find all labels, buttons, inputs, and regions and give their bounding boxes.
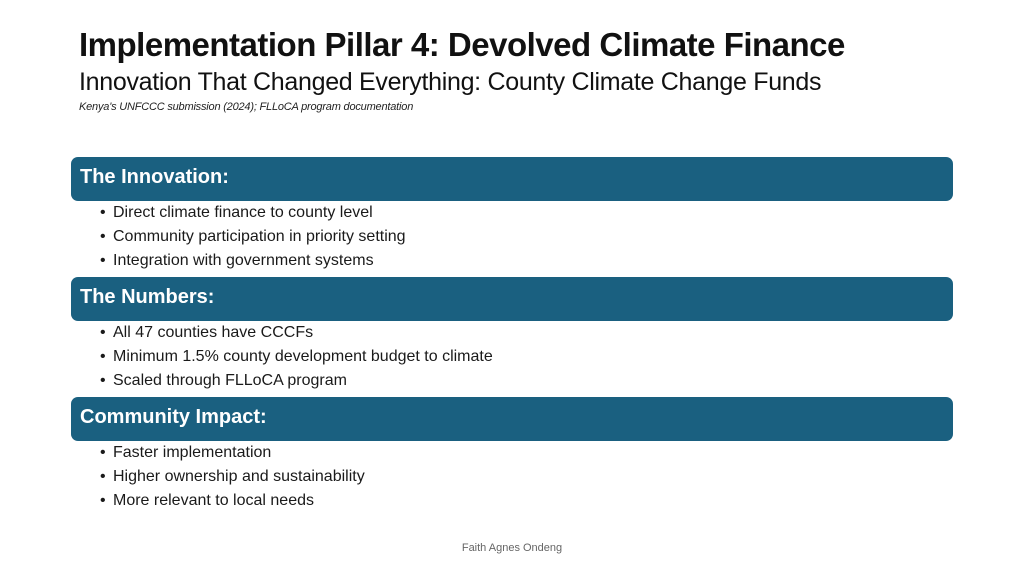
bullet-glyph: • [100,228,106,245]
section-heading: The Innovation: [80,166,229,188]
bullet-list-numbers: • All 47 counties have CCCFs • Minimum 1.5… [100,321,493,393]
bullet-list-innovation: • Direct climate finance to county level … [100,201,406,273]
section-header-innovation: The Innovation: [71,157,953,201]
bullet-glyph: • [100,324,106,341]
bullet-item: • Faster implementation [100,441,365,465]
section-heading: Community Impact: [80,406,267,428]
bullet-item: • Direct climate finance to county level [100,201,406,225]
bullet-item: • Community participation in priority set… [100,225,406,249]
bullet-item: • Integration with government systems [100,249,406,273]
bullet-glyph: • [100,348,106,365]
bullet-item: • Scaled through FLLoCA program [100,369,493,393]
slide-subtitle: Innovation That Changed Everything: Coun… [79,68,822,96]
bullet-item: • More relevant to local needs [100,489,365,513]
bullet-glyph: • [100,204,106,221]
bullet-glyph: • [100,372,106,389]
section-heading: The Numbers: [80,286,215,308]
slide-title: Implementation Pillar 4: Devolved Climat… [79,26,845,63]
bullet-glyph: • [100,468,106,485]
bullet-list-community-impact: • Faster implementation • Higher ownership… [100,441,365,513]
bullet-glyph: • [100,444,106,461]
bullet-item: • Minimum 1.5% county development budget … [100,345,493,369]
bullet-glyph: • [100,252,106,269]
section-header-numbers: The Numbers: [71,277,953,321]
bullet-item: • Higher ownership and sustainability [100,465,365,489]
bullet-glyph: • [100,492,106,509]
section-header-community-impact: Community Impact: [71,397,953,441]
bullet-item: • All 47 counties have CCCFs [100,321,493,345]
footer-author: Faith Agnes Ondeng [461,542,563,554]
source-citation: Kenya's UNFCCC submission (2024); FLLoCA… [79,101,414,113]
